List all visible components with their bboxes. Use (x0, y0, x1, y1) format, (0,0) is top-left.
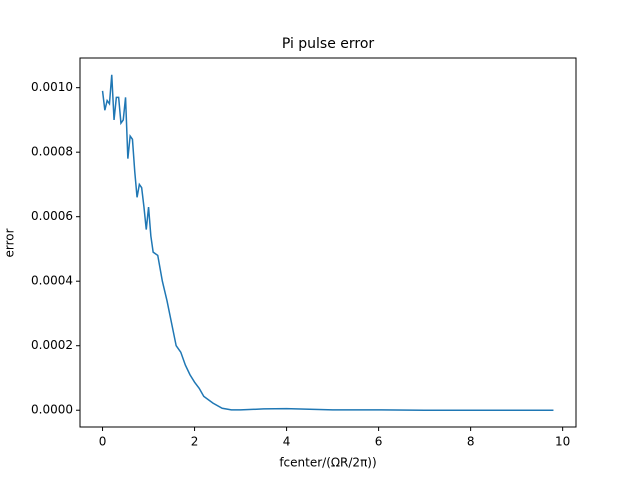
line (101, 74, 554, 411)
plot-frame (79, 57, 577, 428)
x-tick-label: 4 (283, 435, 291, 449)
chart-title: Pi pulse error (282, 36, 375, 52)
y-tick-label: 0.0008 (31, 145, 73, 159)
x-tick-label: 6 (375, 435, 383, 449)
y-tick-label: 0.0006 (31, 209, 73, 223)
y-tick-label: 0.0000 (31, 403, 73, 417)
x-tick-label: 0 (99, 435, 107, 449)
x-axis-label: fcenter/(ΩR/2π)) (279, 456, 376, 470)
y-tick-label: 0.0010 (31, 80, 73, 94)
x-tick-label: 2 (191, 435, 199, 449)
y-tick-label: 0.0004 (31, 274, 73, 288)
x-tick-label: 8 (467, 435, 475, 449)
x-tick-label: 10 (555, 435, 570, 449)
y-tick-label: 0.0002 (31, 338, 73, 352)
y-axis-label: error (3, 228, 17, 257)
